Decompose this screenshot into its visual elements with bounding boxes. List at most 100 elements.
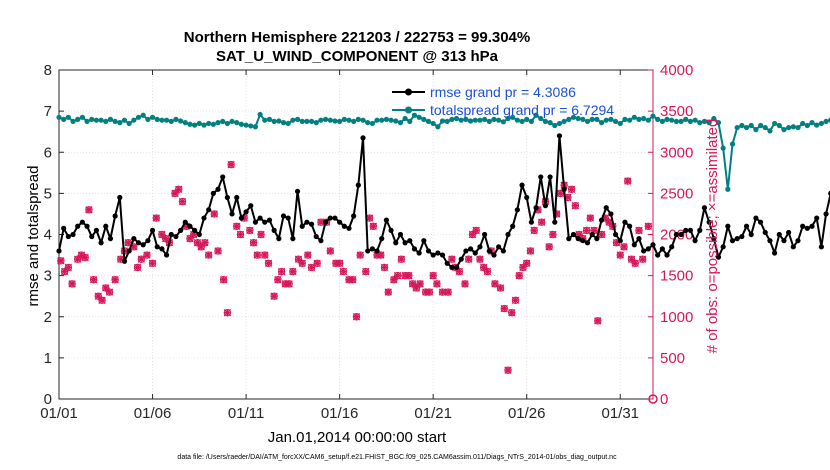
totalspread-point xyxy=(299,118,305,125)
rmse-point xyxy=(332,215,338,221)
obs-point xyxy=(616,251,624,259)
obs-assimilated-marker xyxy=(201,239,209,247)
rmse-point xyxy=(496,244,502,250)
obs-point xyxy=(233,222,241,230)
rmse-point xyxy=(673,231,679,238)
totalspread-point xyxy=(486,118,492,125)
obs-assimilated-marker xyxy=(105,288,114,296)
obs-point xyxy=(390,276,398,284)
totalspread-point xyxy=(697,120,703,126)
rmse-point xyxy=(533,205,539,211)
totalspread-point xyxy=(112,118,118,125)
obs-point xyxy=(537,218,546,226)
totalspread-point xyxy=(449,116,455,122)
rmse-point xyxy=(388,227,394,233)
totalspread-point xyxy=(374,117,380,123)
rmse-point xyxy=(472,250,478,256)
rmse-point xyxy=(734,236,740,242)
totalspread-point xyxy=(757,122,764,129)
rmse-point xyxy=(514,207,520,213)
obs-point xyxy=(236,230,245,239)
obs-point xyxy=(639,255,647,263)
obs-assimilated-marker xyxy=(620,243,628,251)
obs-assimilated-marker xyxy=(161,234,170,243)
obs-assimilated-marker xyxy=(171,189,179,198)
obs-assimilated-marker xyxy=(64,263,73,272)
rmse-point xyxy=(505,231,511,238)
obs-point xyxy=(405,271,413,280)
footnote: data file: /Users/raeder/DAI/ATM_forcXX/… xyxy=(177,454,617,461)
obs-assimilated-marker xyxy=(515,271,523,280)
obs-point xyxy=(631,259,639,267)
rmse-point xyxy=(435,250,441,256)
obs-assimilated-marker xyxy=(476,255,484,263)
totalspread-point xyxy=(248,123,254,129)
totalspread-point xyxy=(266,116,273,122)
rmse-point xyxy=(767,238,773,244)
tick-label-right: 1000 xyxy=(660,309,693,326)
obs-point xyxy=(339,267,348,276)
rmse-series xyxy=(56,133,830,270)
totalspread-point xyxy=(145,116,151,122)
rmse-point xyxy=(402,240,408,246)
rmse-point xyxy=(669,244,675,250)
obs-point xyxy=(197,243,205,251)
rmse-point xyxy=(697,227,703,233)
rmse-point xyxy=(182,219,188,225)
legend: rmse grand pr = 4.3086 totalspread grand… xyxy=(392,84,614,118)
obs-assimilated-marker xyxy=(89,276,98,284)
obs-point xyxy=(500,304,508,313)
totalspread-point xyxy=(229,118,235,125)
rmse-point xyxy=(421,238,427,244)
obs-assimilated-marker xyxy=(204,251,213,259)
rmse-point xyxy=(449,264,455,270)
totalspread-point xyxy=(351,118,357,125)
totalspread-point xyxy=(524,116,530,122)
tick-label-left: 0 xyxy=(44,391,52,408)
x-axis-label: Jan.01,2014 00:00:00 start xyxy=(268,429,447,446)
obs-point xyxy=(60,267,69,276)
obs-assimilated-marker xyxy=(219,276,228,284)
rmse-point xyxy=(636,236,642,242)
obs-assimilated-marker xyxy=(504,366,512,374)
obs-assimilated-marker xyxy=(519,263,527,272)
rmse-point xyxy=(598,217,605,223)
rmse-point xyxy=(683,227,689,233)
obs-point xyxy=(298,259,306,267)
rmse-point xyxy=(304,219,310,225)
rmse-point xyxy=(659,246,665,252)
rmse-point xyxy=(757,219,764,225)
rmse-point xyxy=(715,254,722,260)
totalspread-point xyxy=(584,118,591,125)
rmse-point xyxy=(117,194,123,201)
totalspread-point xyxy=(570,114,577,120)
totalspread-point xyxy=(65,114,71,120)
obs-assimilated-marker xyxy=(210,210,218,218)
tick-label-right: 0 xyxy=(660,391,668,408)
rmse-point xyxy=(290,236,296,242)
totalspread-point xyxy=(706,120,712,126)
obs-assimilated-marker xyxy=(264,259,273,267)
totalspread-point xyxy=(379,117,385,123)
totalspread-point xyxy=(168,118,174,125)
obs-assimilated-marker xyxy=(274,276,282,284)
obs-point xyxy=(461,280,469,288)
rmse-point xyxy=(89,233,95,240)
obs-point xyxy=(175,185,183,193)
obs-point xyxy=(148,259,157,267)
obs-assimilated-marker xyxy=(124,239,132,247)
legend-spread-marker xyxy=(405,106,412,114)
obs-point xyxy=(429,271,437,280)
rmse-point xyxy=(93,227,100,233)
obs-point xyxy=(143,251,151,259)
tick-label-right: 4000 xyxy=(660,62,693,79)
obs-assimilated-marker xyxy=(294,255,303,263)
obs-assimilated-marker xyxy=(335,259,344,267)
obs-point xyxy=(620,243,628,251)
obs-point xyxy=(465,255,473,263)
totalspread-series xyxy=(56,111,830,192)
obs-assimilated-marker xyxy=(362,267,370,276)
totalspread-point xyxy=(720,145,726,151)
rmse-point xyxy=(178,227,184,233)
obs-point xyxy=(227,160,235,169)
